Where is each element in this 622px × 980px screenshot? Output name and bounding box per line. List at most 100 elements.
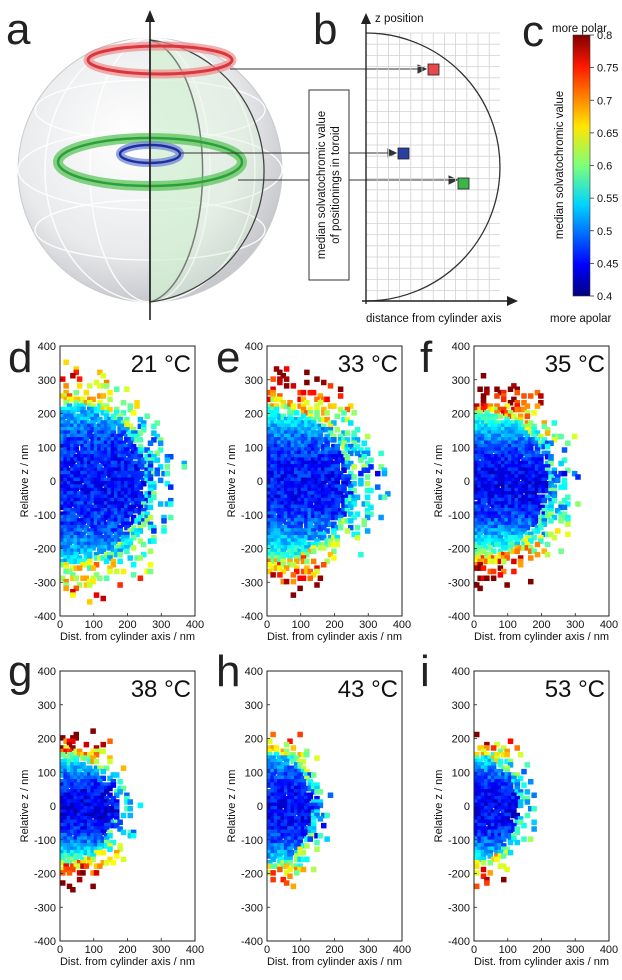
- heatmap-cell: [93, 521, 100, 527]
- heatmap-cell: [474, 518, 480, 524]
- heatmap-cell: [283, 789, 290, 795]
- heatmap-cell: [514, 528, 520, 534]
- heatmap-cell: [307, 423, 313, 430]
- heatmap-cell: [280, 427, 286, 433]
- heatmap-cell: [97, 420, 103, 426]
- heatmap-cell: [487, 481, 493, 487]
- heatmap-cell: [307, 467, 313, 473]
- heatmap-cell: [494, 795, 500, 802]
- heatmap-cell: [297, 504, 303, 511]
- heatmap-cell: [110, 541, 117, 548]
- heatmap-cell: [267, 437, 273, 443]
- heatmap-cell: [307, 816, 313, 822]
- heatmap-cell: [97, 369, 103, 376]
- heatmap-cell: [511, 474, 517, 480]
- heatmap-cell: [524, 541, 531, 548]
- heatmap-cell: [307, 779, 313, 785]
- heatmap-cell: [117, 454, 123, 460]
- heatmap-cell: [334, 538, 340, 544]
- heatmap-cell: [73, 816, 79, 822]
- heatmap-cell: [297, 806, 303, 812]
- heatmap-cell: [80, 541, 86, 548]
- heatmap-cell: [474, 430, 480, 436]
- heatmap-cell: [300, 775, 307, 782]
- heatmap-cell: [351, 494, 357, 500]
- heatmap-cell: [124, 548, 130, 554]
- heatmap-cell: [117, 467, 123, 473]
- heatmap-cell: [351, 440, 357, 446]
- heatmap-cell: [287, 738, 293, 744]
- heatmap-cell: [66, 545, 73, 551]
- heatmap-cell: [487, 765, 493, 771]
- heatmap-cell: [497, 511, 504, 517]
- heatmap-cell: [107, 758, 113, 765]
- heatmap-cell: [321, 562, 327, 568]
- heatmap-cell: [310, 535, 317, 541]
- heatmap-cell: [141, 427, 147, 433]
- heatmap-cell: [147, 568, 154, 575]
- heatmap-cell: [273, 538, 280, 544]
- heatmap-cell: [97, 440, 103, 446]
- y-tick-label: -400: [448, 936, 470, 948]
- heatmap-cell: [511, 568, 517, 575]
- heatmap-cell: [283, 752, 290, 758]
- heatmap-cell: [310, 528, 317, 534]
- heatmap-cell: [267, 487, 273, 494]
- heatmap-cell: [100, 477, 106, 484]
- colorbar-tick-label: 0.7: [597, 95, 612, 107]
- heatmap-cell: [487, 809, 493, 815]
- heatmap-cell: [524, 440, 531, 446]
- heatmap-cell: [267, 477, 273, 484]
- heatmap-cell: [474, 856, 480, 863]
- heatmap-cell: [477, 809, 483, 815]
- heatmap-cell: [283, 829, 290, 836]
- heatmap-cell: [310, 541, 317, 548]
- heatmap-cell: [63, 578, 69, 585]
- heatmap-cell: [161, 528, 167, 534]
- heatmap-cell: [103, 416, 110, 423]
- heatmap-cell: [76, 440, 83, 446]
- heatmap-cell: [521, 541, 527, 548]
- heatmap-cell: [110, 562, 117, 568]
- heatmap-cell: [63, 467, 69, 473]
- heatmap-cell: [501, 474, 507, 480]
- heatmap-cell: [490, 839, 497, 846]
- heatmap-cell: [60, 524, 66, 531]
- heatmap-cell: [83, 555, 90, 561]
- heatmap-cell: [484, 829, 490, 836]
- heatmap-cell: [294, 416, 300, 423]
- heatmap-cell: [314, 467, 320, 473]
- heatmap-cell: [480, 816, 487, 822]
- heatmap-cell: [534, 497, 541, 504]
- heatmap-cell: [117, 819, 123, 825]
- heatmap-cell: [280, 430, 286, 436]
- heatmap-cell: [571, 470, 578, 477]
- heatmap-cell: [294, 423, 300, 430]
- heatmap-cell: [344, 491, 351, 497]
- heatmap-cell: [531, 518, 537, 524]
- heatmap-cell: [317, 575, 324, 581]
- heatmap-cell: [107, 545, 113, 551]
- heatmap-cell: [490, 494, 497, 500]
- heatmap-cell: [267, 545, 273, 551]
- heatmap-cell: [60, 494, 66, 500]
- heatmap-cell: [490, 454, 497, 460]
- heatmap-cell: [324, 437, 330, 443]
- heatmap-cell: [87, 535, 93, 541]
- heatmap-cell: [511, 833, 517, 839]
- heatmap-cell: [137, 457, 144, 463]
- heatmap-cell: [314, 846, 320, 852]
- heatmap-cell: [307, 792, 313, 798]
- heatmap-cell: [107, 457, 113, 463]
- heatmap-cell: [480, 504, 487, 511]
- heatmap-cell: [290, 545, 297, 551]
- heatmap-cell: [307, 437, 313, 443]
- heatmap-cell: [484, 765, 490, 771]
- heatmap-cell: [277, 393, 283, 399]
- heatmap-cell: [504, 541, 510, 548]
- heatmap-cell: [324, 497, 330, 504]
- heatmap-cell: [83, 430, 90, 436]
- heatmap-cell: [480, 836, 487, 842]
- heatmap-cell: [114, 538, 120, 544]
- heatmap-cell: [484, 849, 490, 856]
